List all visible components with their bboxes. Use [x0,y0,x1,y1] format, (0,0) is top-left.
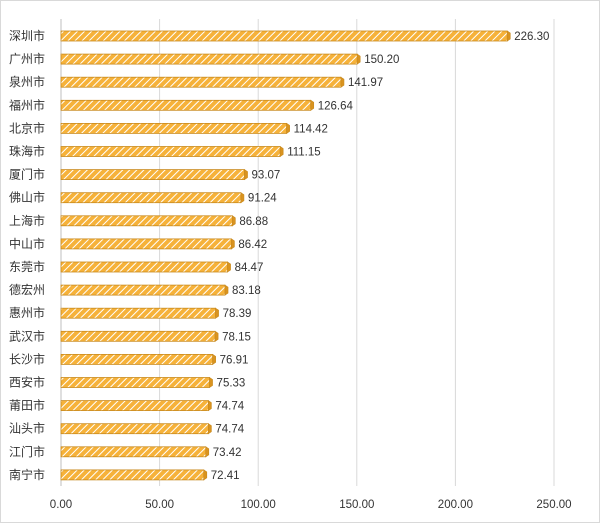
x-tick-label: 200.00 [438,499,473,511]
value-label: 78.15 [222,331,251,343]
bar-end-cap [224,284,229,296]
x-tick-label: 50.00 [145,499,174,511]
bar-end-cap [506,30,511,42]
gridlines [60,19,555,486]
value-label: 72.41 [211,470,240,482]
value-label: 114.42 [294,123,328,135]
bar [60,123,288,134]
bar [60,469,205,481]
category-label: 东莞市 [9,259,45,274]
bar-end-cap [356,53,361,65]
bar [60,238,232,250]
bar [60,99,312,111]
category-label: 莆田市 [9,398,45,413]
value-label: 93.07 [252,170,281,182]
category-label: 江门市 [9,444,45,459]
bars [60,30,511,481]
category-label: 西安市 [9,375,45,390]
bar-end-cap [209,376,213,389]
category-label: 深圳市 [9,28,45,43]
bar [60,307,216,319]
bar [60,446,207,458]
bar [60,169,245,181]
category-label: 长沙市 [9,351,45,366]
bar [60,30,508,42]
bar-end-cap [244,169,248,181]
value-label: 86.88 [239,216,268,228]
category-label: 汕头市 [9,421,45,436]
category-label: 广州市 [9,51,45,66]
value-label: 86.42 [238,239,267,251]
value-label: 226.30 [514,31,549,43]
bar-end-cap [227,261,231,273]
value-label: 75.33 [217,378,246,390]
category-label: 佛山市 [9,190,45,205]
value-label: 84.47 [235,262,264,274]
category-label: 厦门市 [9,167,45,182]
x-tick-label: 0.00 [50,499,72,511]
x-tick-label: 100.00 [241,499,276,511]
value-label: 73.42 [213,447,242,459]
bar [60,423,209,435]
bar-end-cap [232,215,236,227]
bar-end-cap [205,446,210,458]
category-label: 南宁市 [9,467,45,482]
bar [60,76,342,88]
bar [60,192,242,204]
bar-end-cap [286,122,290,134]
category-label: 中山市 [9,236,45,251]
category-label: 上海市 [9,213,45,228]
bar [60,261,228,273]
bar-end-cap [215,307,219,319]
bar-end-cap [310,99,315,111]
bar-end-cap [231,238,235,250]
bar-end-cap [208,423,212,435]
bar-end-cap [203,469,208,481]
bar-end-cap [240,192,245,204]
category-label: 德宏州 [9,282,45,297]
value-label: 76.91 [220,354,249,366]
category-label: 珠海市 [9,144,45,159]
bar-end-cap [340,76,345,88]
bar-end-cap [208,400,212,412]
value-label: 74.74 [215,401,244,413]
category-label: 武汉市 [9,328,45,343]
category-label: 福州市 [9,97,45,112]
bar-end-cap [212,353,216,365]
bar-end-cap [214,330,219,342]
bar [60,377,210,388]
x-tick-label: 150.00 [339,499,374,511]
value-label: 141.97 [348,77,383,89]
category-label: 北京市 [9,120,45,135]
value-label: 91.24 [248,193,277,205]
labels: 0.00 50.00 100.00 150.00 200.00 250.00 深圳市 226.… [9,28,572,511]
bar-end-cap [279,145,284,158]
bar [60,284,226,296]
value-label: 74.74 [215,424,244,436]
value-label: 78.39 [223,308,252,320]
category-label: 惠州市 [9,305,45,320]
value-label: 126.64 [318,100,354,112]
x-tick-label: 250.00 [536,499,571,511]
bar [60,400,209,412]
bar [60,146,281,157]
bar [60,215,233,227]
value-label: 83.18 [232,285,261,297]
bar [60,353,214,365]
category-label: 泉州市 [9,74,45,89]
bar [60,330,216,342]
value-label: 111.15 [287,147,320,159]
value-label: 150.20 [364,54,399,66]
bar [60,53,358,65]
